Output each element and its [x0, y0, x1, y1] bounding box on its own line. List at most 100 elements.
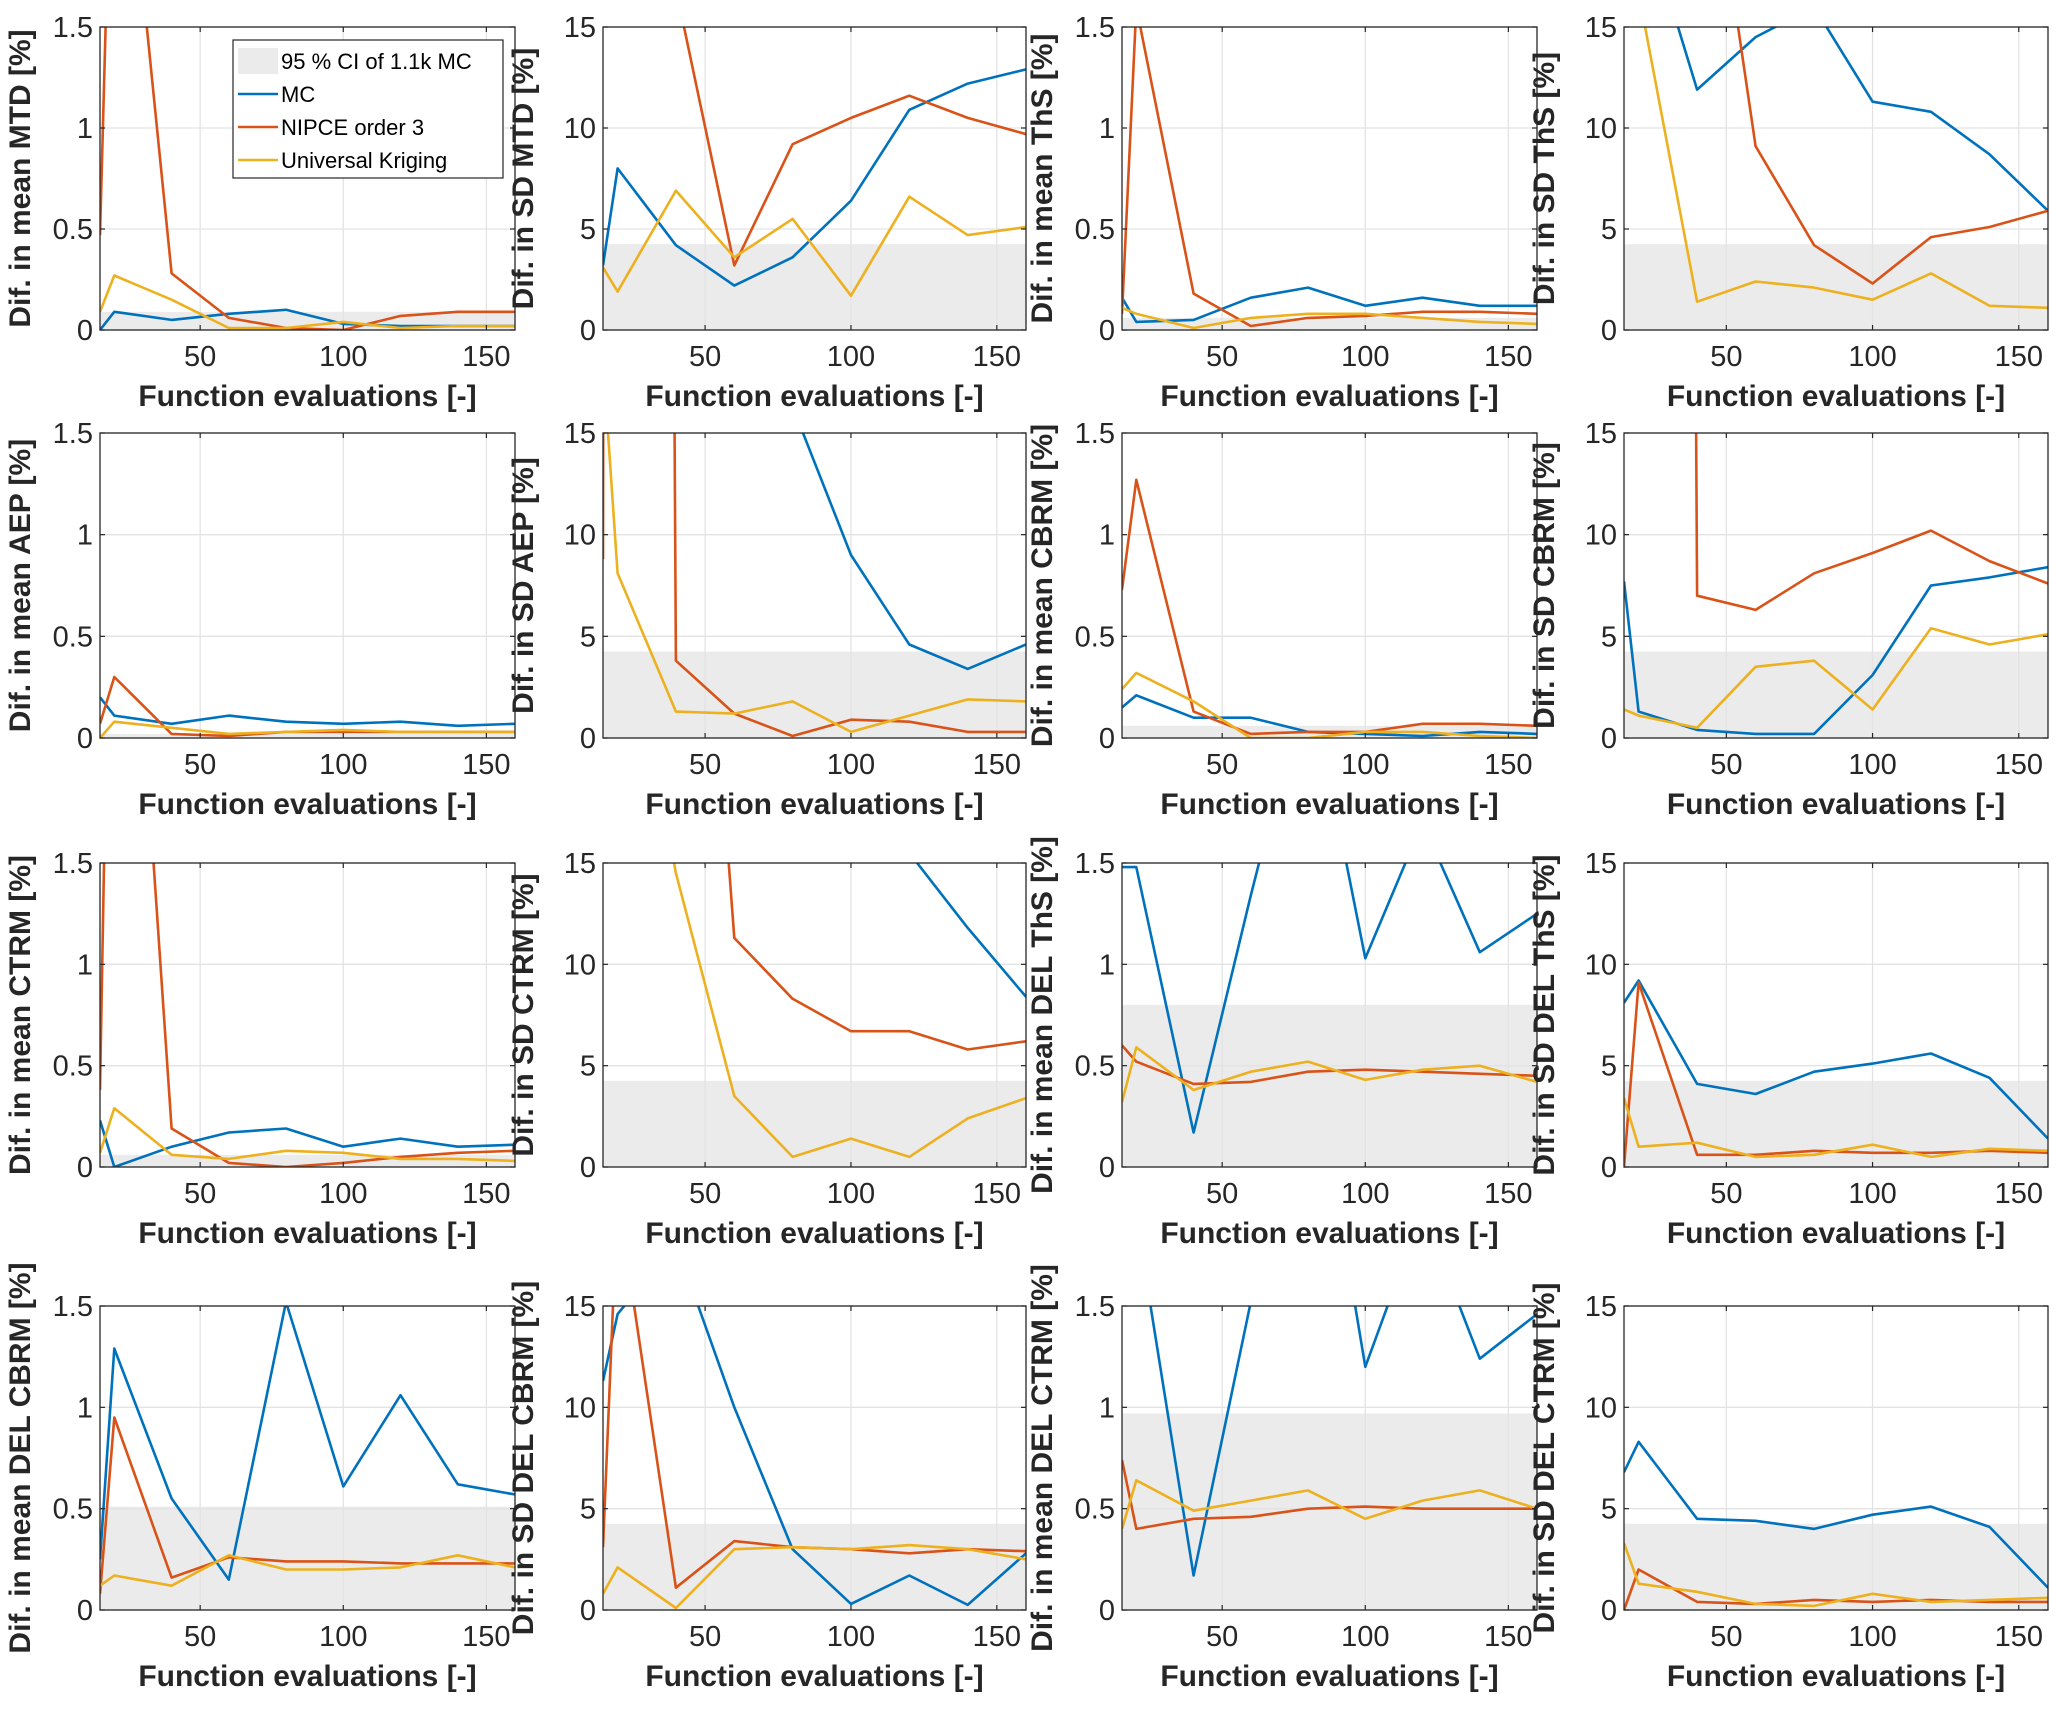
y-tick-label: 0: [1601, 723, 1617, 755]
series-line-mc: [915, 863, 1026, 998]
x-tick-label: 50: [184, 1178, 216, 1210]
y-axis-label: Dif. in mean ThS [%]: [1026, 33, 1059, 323]
y-tick-label: 5: [1601, 214, 1617, 246]
y-tick-label: 0.5: [1075, 1494, 1115, 1526]
series-line-nipce-order-3: [1736, 27, 2048, 285]
series-line-mc: [1624, 1440, 2048, 1589]
x-tick-label: 50: [689, 1178, 721, 1210]
series-line-nipce-order-3: [1694, 433, 2048, 612]
axes-box: [602, 26, 1027, 331]
y-tick-label: 0: [77, 1152, 93, 1184]
series-line-mc: [100, 696, 515, 728]
x-tick-label: 150: [1484, 1178, 1532, 1210]
y-tick-label: 1.5: [1075, 1291, 1115, 1323]
y-axis-label: Dif. in mean AEP [%]: [4, 439, 37, 732]
series-line-universal-kriging: [1122, 1479, 1537, 1530]
ci-band: [603, 1523, 1026, 1610]
x-tick-label: 100: [1341, 1178, 1389, 1210]
x-tick-label: 50: [184, 341, 216, 373]
y-tick-label: 1.5: [53, 12, 93, 44]
y-axis-label: Dif. in mean DEL CTRM [%]: [1026, 1264, 1059, 1652]
y-tick-label: 0: [77, 723, 93, 755]
x-tick-label: 150: [1484, 341, 1532, 373]
x-tick-label: 150: [1995, 341, 2043, 373]
x-axis-label: Function evaluations [-]: [1667, 788, 2005, 821]
axes-box: [1623, 862, 2049, 1168]
subplot-9: 50 100 150 0 0.5 1 1.5 Function evaluations [-]…: [4, 848, 516, 1250]
y-axis-label: Dif. in SD CTRM [%]: [507, 873, 540, 1156]
y-tick-label: 0: [77, 1595, 93, 1627]
y-tick-label: 15: [1585, 12, 1617, 44]
subplot-6: 50 100 150 0 5 10 15 Function evaluations [-] Di…: [507, 418, 1027, 821]
x-tick-label: 150: [1484, 749, 1532, 781]
x-tick-label: 150: [462, 749, 510, 781]
y-tick-label: 0: [580, 723, 596, 755]
x-tick-label: 100: [319, 1621, 367, 1653]
y-axis-label: Dif. in SD DEL CTRM [%]: [1528, 1282, 1561, 1633]
y-axis-label: Dif. in mean DEL ThS [%]: [1026, 836, 1059, 1194]
y-tick-label: 0: [1601, 1152, 1617, 1184]
y-tick-label: 15: [1585, 1291, 1617, 1323]
x-axis-label: Function evaluations [-]: [645, 788, 983, 821]
y-tick-label: 0: [1601, 315, 1617, 347]
series-line-universal-kriging: [603, 189, 1026, 298]
subplot-3: 50 100 150 0 0.5 1 1.5 Function evaluations [-]…: [1026, 12, 1538, 413]
subplot-2: 50 100 150 0 5 10 15 Function evaluations [-] Di…: [507, 12, 1027, 413]
x-tick-label: 100: [1341, 749, 1389, 781]
ci-band: [603, 651, 1026, 738]
legend: 95 % CI of 1.1k MC MC NIPCE order 3 Univers…: [232, 39, 504, 179]
x-axis-label: Function evaluations [-]: [1160, 788, 1498, 821]
x-axis-label: Function evaluations [-]: [1667, 1217, 2005, 1250]
y-tick-label: 0: [1099, 1595, 1115, 1627]
series-line-mc: [1676, 27, 2048, 212]
y-tick-label: 1: [77, 949, 93, 981]
series-line-mc: [1624, 979, 2048, 1140]
series-line-mc: [603, 68, 1026, 287]
series-line-nipce-order-3: [727, 863, 1026, 1051]
series-line-universal-kriging: [606, 433, 1026, 734]
y-tick-label: 5: [1601, 1494, 1617, 1526]
series-line-universal-kriging: [1643, 27, 2048, 310]
y-tick-label: 0: [1099, 315, 1115, 347]
y-tick-label: 0.5: [53, 621, 93, 653]
y-tick-label: 1.5: [1075, 12, 1115, 44]
y-tick-label: 0: [77, 315, 93, 347]
x-axis-label: Function evaluations [-]: [138, 788, 476, 821]
ci-band: [603, 1080, 1026, 1167]
y-tick-label: 10: [564, 113, 596, 145]
ci-band: [1122, 1004, 1537, 1167]
y-axis-label: Dif. in mean MTD [%]: [4, 29, 37, 327]
y-tick-label: 1: [1099, 1392, 1115, 1424]
axes-box: [602, 432, 1027, 739]
x-tick-label: 50: [1206, 341, 1238, 373]
x-tick-label: 100: [1341, 341, 1389, 373]
series-line-mc: [1149, 1306, 1537, 1577]
series-line-mc: [100, 1120, 515, 1167]
x-tick-label: 50: [184, 1621, 216, 1653]
x-axis-label: Function evaluations [-]: [1160, 1217, 1498, 1250]
y-tick-label: 0.5: [1075, 1051, 1115, 1083]
x-tick-label: 100: [1848, 1178, 1896, 1210]
ci-band: [100, 733, 515, 738]
y-axis-label: Dif. in mean CBRM [%]: [1026, 424, 1059, 747]
y-tick-label: 15: [1585, 848, 1617, 880]
x-tick-label: 100: [1848, 1621, 1896, 1653]
x-tick-label: 50: [1206, 1621, 1238, 1653]
x-tick-label: 50: [1710, 341, 1742, 373]
y-tick-label: 0.5: [53, 214, 93, 246]
plot-area: [1122, 27, 1537, 330]
legend-label: 95 % CI of 1.1k MC: [281, 49, 472, 74]
series-line-universal-kriging: [100, 1554, 515, 1587]
series-line-universal-kriging: [672, 863, 1026, 1159]
series-line-mc: [801, 433, 1026, 671]
x-axis-label: Function evaluations [-]: [1160, 1660, 1498, 1693]
x-tick-label: 50: [184, 749, 216, 781]
axes-box: [1623, 432, 2049, 739]
x-tick-label: 100: [827, 1621, 875, 1653]
y-tick-label: 10: [564, 1392, 596, 1424]
ci-band: [1122, 1413, 1537, 1610]
y-tick-label: 1: [1099, 113, 1115, 145]
y-tick-label: 1.5: [53, 418, 93, 450]
x-tick-label: 50: [1710, 749, 1742, 781]
